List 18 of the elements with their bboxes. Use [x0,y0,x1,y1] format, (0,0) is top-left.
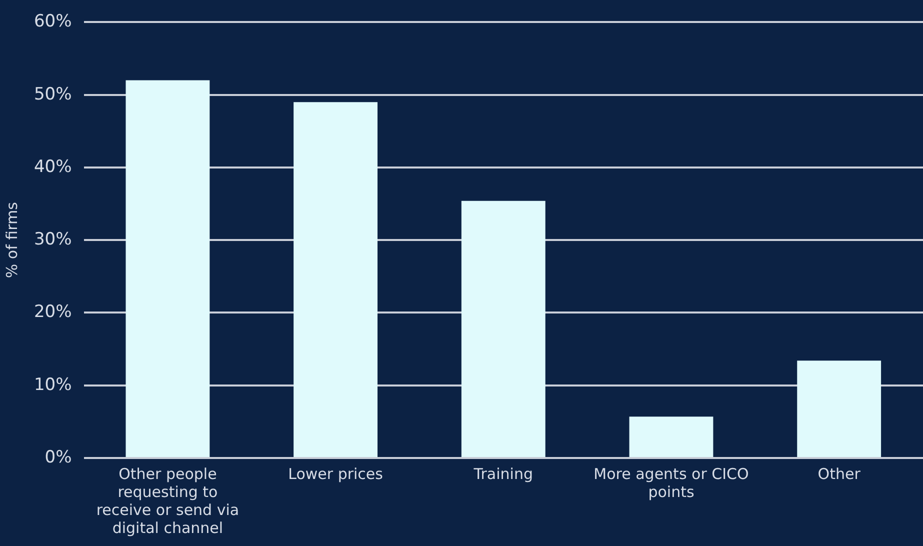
bar [461,200,546,457]
y-tick-label: 0% [44,447,72,468]
y-tick-label: 10% [34,374,72,395]
x-tick-label: Training [472,464,533,483]
y-tick-label: 40% [34,156,72,177]
x-tick-label: More agents or CICO points [594,464,749,501]
y-tick-label: 20% [34,302,72,322]
x-tick-label: Other people requesting to receive or send via digital channel [96,464,240,537]
x-tick-label: Other [818,464,862,483]
y-tick-label: 60% [34,12,72,32]
bar [294,102,378,457]
x-tick-label: Lower prices [288,464,384,483]
bar [797,360,882,457]
y-axis-title: % of firms [2,202,21,278]
bar [629,416,714,457]
y-tick-label: 30% [34,230,72,250]
bar [126,80,210,457]
y-tick-label: 50% [34,84,72,104]
